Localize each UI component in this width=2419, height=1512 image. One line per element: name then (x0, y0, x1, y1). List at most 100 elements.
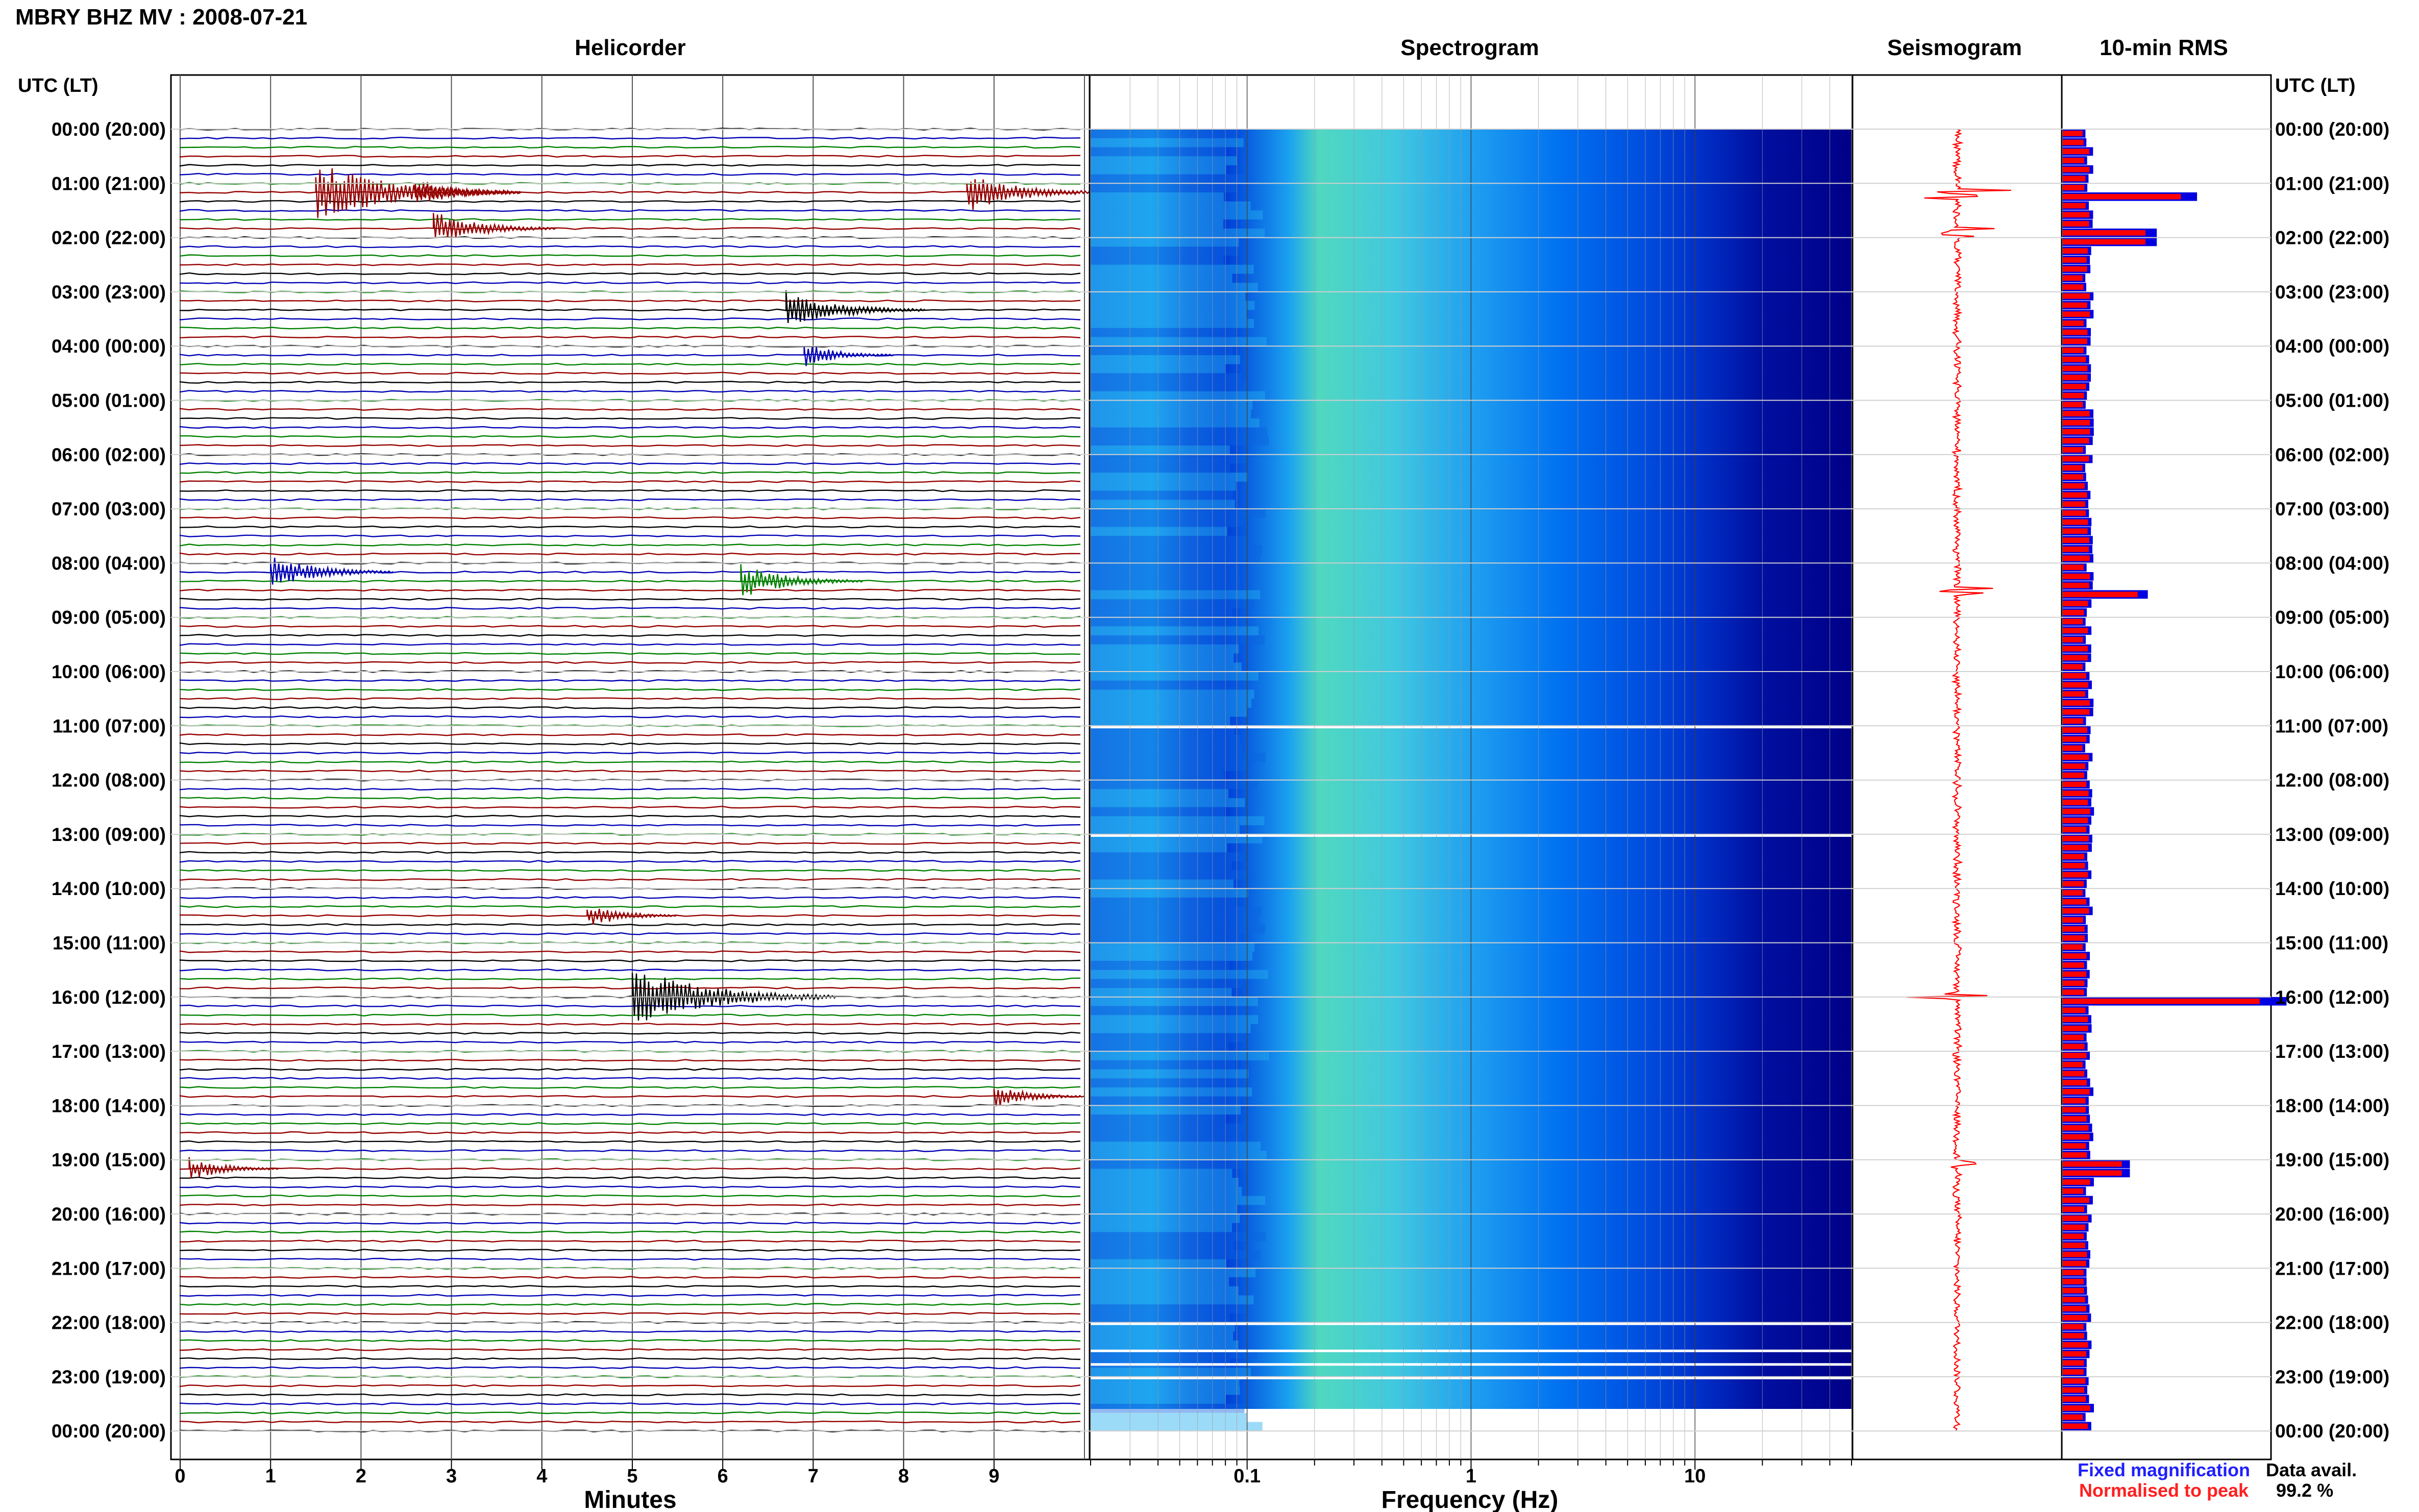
rms-bar-normalised (2063, 293, 2090, 299)
helicorder-trace (179, 552, 1081, 556)
spectrogram-row (1091, 138, 1244, 147)
rms-bar-normalised (2063, 709, 2090, 715)
spectrogram-row (1091, 1186, 1242, 1196)
left-time-label: 19:00 (15:00) (52, 1150, 166, 1171)
left-time-label: 05:00 (01:00) (52, 390, 166, 411)
spectrogram-row (1091, 1096, 1241, 1106)
rms-bar-normalised (2063, 1216, 2088, 1221)
helicorder-trace (179, 1058, 1081, 1062)
spectrogram-row (1091, 789, 1229, 799)
rms-bar-normalised (2063, 1107, 2086, 1113)
spectrogram-row (1091, 400, 1253, 410)
rms-bar-normalised (2063, 519, 2088, 525)
helicorder-trace (179, 697, 1081, 700)
rms-bar-normalised (2063, 899, 2087, 905)
right-time-label: 10:00 (06:00) (2275, 661, 2389, 682)
helicorder-trace (179, 851, 1081, 854)
rms-bar-normalised (2063, 221, 2089, 227)
helicorder-traces (179, 128, 1081, 1433)
rms-bar-normalised (2063, 953, 2087, 959)
helicorder-trace (179, 516, 1081, 519)
spectrogram-row (1091, 1268, 1256, 1278)
rms-bar-normalised (2063, 727, 2087, 733)
helicorder-trace (179, 923, 1081, 926)
helicorder-trace (179, 977, 1081, 981)
rms-bar-normalised (2063, 872, 2088, 878)
rms-frame (2061, 74, 2272, 1460)
rms-panel (2061, 74, 2287, 1460)
left-time-label: 16:00 (12:00) (52, 987, 166, 1008)
helicorder-trace (179, 607, 1081, 610)
hour-gridlines (171, 129, 2271, 1432)
spectrogram-row (1091, 246, 1239, 256)
spectrogram-row (1091, 283, 1258, 292)
spectrogram-row (1091, 174, 1255, 184)
spectrogram-row (1091, 897, 1236, 907)
helicorder-trace (179, 824, 1081, 827)
rms-bar-normalised (2063, 971, 2087, 977)
spectrogram-row (1091, 653, 1234, 663)
spectrogram-row (1091, 1412, 1247, 1422)
spectrogram-row (1091, 1042, 1229, 1052)
minute-tick-label: 5 (627, 1466, 637, 1487)
spectrogram-row (1091, 147, 1227, 157)
rms-bar-normalised (2063, 456, 2089, 462)
helicorder-trace (179, 1013, 1081, 1017)
data-availability-label: Data avail. (2266, 1459, 2357, 1480)
rms-bar-normalised (2063, 817, 2088, 824)
spectrogram-row (1091, 807, 1225, 816)
spectrogram-row (1091, 1196, 1266, 1205)
helicorder-trace (179, 444, 1081, 447)
rms-bar-normalised (2063, 1125, 2089, 1131)
spectrogram-row (1091, 581, 1240, 590)
rms-bar-normalised (2063, 1414, 2083, 1420)
right-time-labels: 00:00 (20:00) 01:00 (21:00) 02:00 (22:00) 0… (2275, 119, 2389, 1442)
left-time-label: 18:00 (14:00) (52, 1095, 166, 1116)
helicorder-trace (179, 272, 1081, 276)
rms-bar-normalised (2063, 845, 2089, 851)
rms-bar-normalised (2063, 618, 2083, 625)
helicorder-event (432, 213, 556, 238)
helicorder-event (966, 179, 1106, 210)
helicorder-trace (179, 598, 1081, 601)
helicorder-trace (179, 1339, 1081, 1342)
spectrogram-title: Spectrogram (1400, 35, 1539, 60)
helicorder-trace (179, 760, 1081, 763)
rms-bar-normalised (2063, 1206, 2084, 1212)
spectrogram-row (1091, 960, 1230, 970)
helicorder-trace (179, 435, 1080, 438)
rms-bar-normalised (2063, 176, 2086, 182)
helicorder-trace (179, 1068, 1081, 1071)
spectrogram-row (1091, 1385, 1240, 1395)
legend-normalised-to-peak: Normalised to peak (2079, 1480, 2249, 1501)
spectrogram-row (1091, 988, 1232, 997)
rms-bar-normalised (2063, 257, 2087, 263)
minute-tick-label: 8 (898, 1466, 909, 1487)
helicorder-trace (179, 1257, 1081, 1261)
helicorder-trace (179, 1131, 1081, 1134)
left-time-label: 14:00 (10:00) (52, 878, 166, 899)
rms-bar-normalised (2063, 501, 2085, 507)
spectrogram-row (1091, 1313, 1230, 1323)
right-time-label: 22:00 (18:00) (2275, 1312, 2389, 1333)
helicorder-trace (179, 1366, 1081, 1369)
rms-bar-normalised (2063, 574, 2090, 579)
data-availability-value: 99.2 % (2276, 1480, 2333, 1501)
rms-bar-normalised (2063, 863, 2085, 869)
spectrogram-row (1091, 716, 1230, 726)
spectrogram-row (1091, 997, 1258, 1006)
left-time-label: 20:00 (16:00) (52, 1204, 166, 1225)
minute-tick-label: 0 (175, 1466, 185, 1487)
rms-bar-normalised (2063, 800, 2088, 805)
spectrogram-row (1091, 201, 1251, 211)
right-time-label: 03:00 (23:00) (2275, 282, 2389, 303)
rms-bar-normalised (2063, 338, 2087, 344)
left-time-label: 17:00 (13:00) (52, 1041, 166, 1062)
spectrogram-row (1091, 536, 1247, 545)
spectrogram-row (1091, 1286, 1239, 1296)
helicorder-trace (179, 742, 1081, 746)
rms-bar-normalised (2063, 1243, 2085, 1248)
left-time-label: 07:00 (03:00) (52, 499, 166, 519)
left-time-label: 02:00 (22:00) (52, 228, 166, 249)
spectrogram-row (1091, 1232, 1266, 1242)
